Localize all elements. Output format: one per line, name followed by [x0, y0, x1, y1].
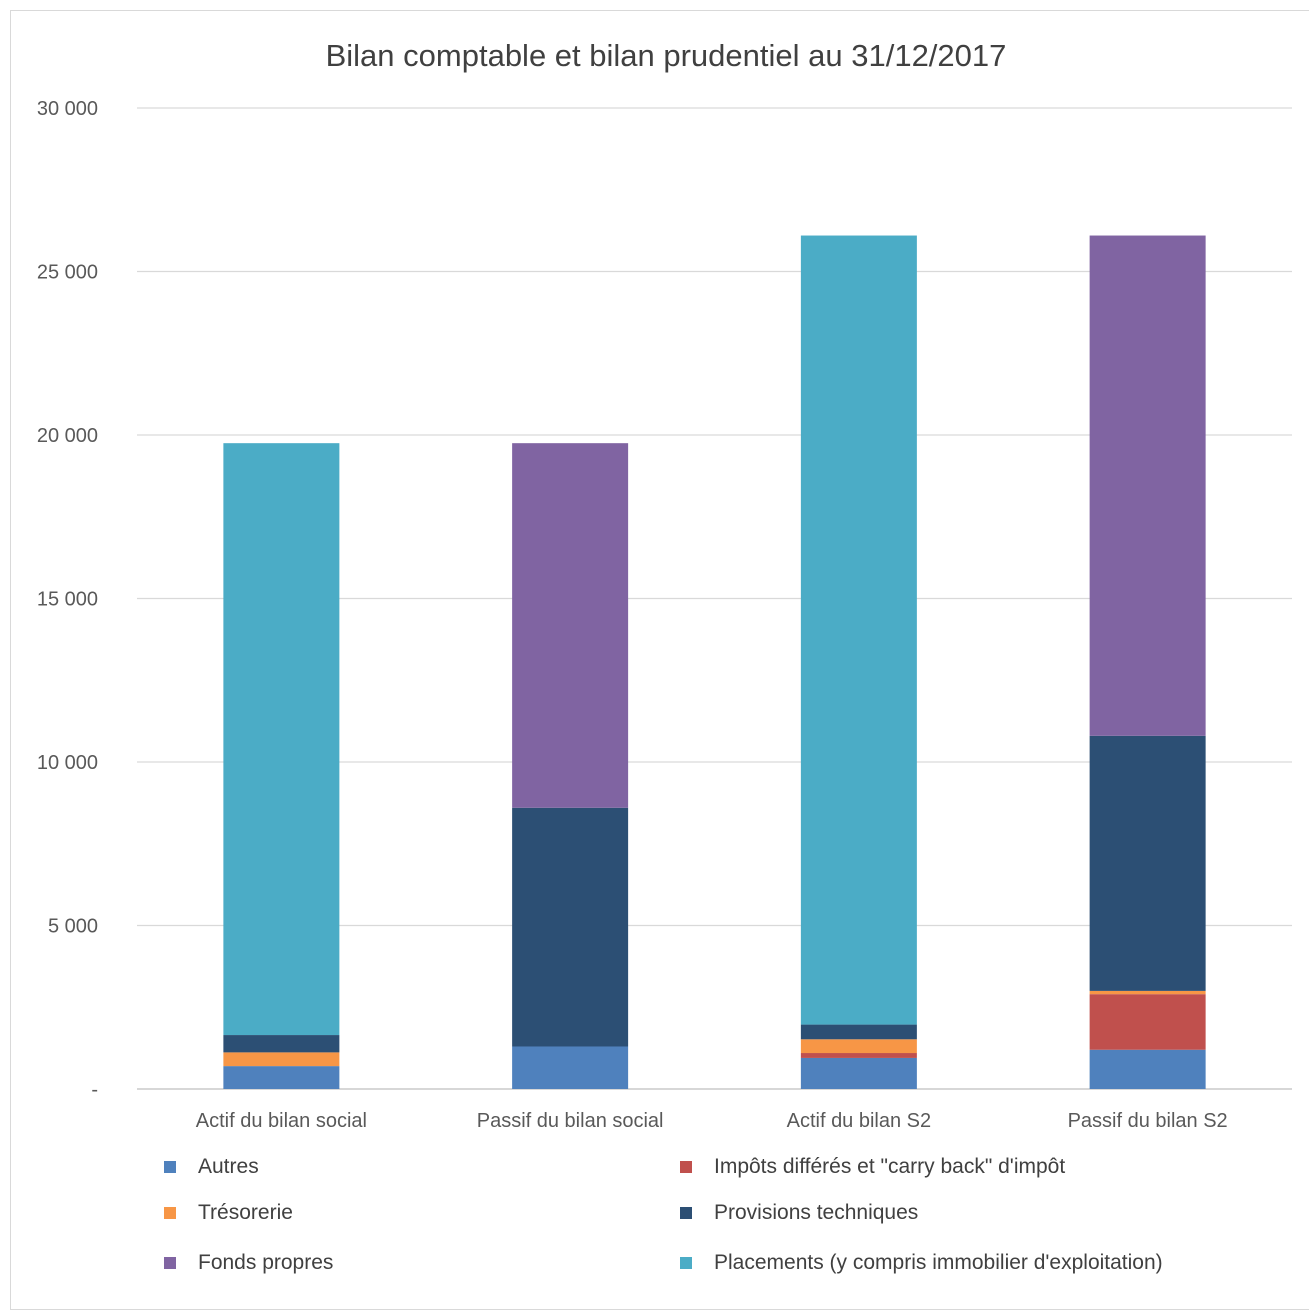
- bar-segment: [512, 807, 629, 1047]
- legend-item: Placements (y compris immobilier d'explo…: [680, 1248, 1163, 1278]
- legend-swatch: [164, 1257, 176, 1269]
- legend-label: Impôts différés et "carry back" d'impôt: [714, 1155, 1066, 1178]
- x-tick-label: Passif du bilan S2: [1068, 1110, 1228, 1132]
- chart-canvas: Bilan comptable et bilan prudentiel au 3…: [37, 38, 1292, 1132]
- x-tick-label: Actif du bilan social: [196, 1110, 367, 1132]
- bar-segment: [512, 1046, 629, 1089]
- y-tick-label: -: [91, 1079, 98, 1101]
- y-tick-label: 20 000: [37, 425, 98, 447]
- bar-segment: [800, 1057, 917, 1089]
- legend-swatch: [680, 1161, 692, 1173]
- chart-title: Bilan comptable et bilan prudentiel au 3…: [326, 38, 1007, 73]
- bar-segment: [223, 1035, 340, 1053]
- bar-segment: [1089, 235, 1206, 736]
- bar-segment: [223, 1066, 340, 1089]
- y-tick-label: 15 000: [37, 589, 98, 611]
- y-tick-label: 30 000: [37, 98, 98, 120]
- legend-swatch: [680, 1257, 692, 1269]
- bar-segment: [512, 443, 629, 808]
- x-tick-label: Passif du bilan social: [477, 1110, 664, 1132]
- bar-segment: [800, 235, 917, 1025]
- legend-label: Trésorerie: [198, 1201, 293, 1224]
- legend-item: Trésorerie: [164, 1198, 293, 1228]
- legend-item: Fonds propres: [164, 1248, 333, 1278]
- bar-segment: [223, 443, 340, 1036]
- y-axis-tick-labels: - 5 000 10 000 15 000 20 000 25 000 30 000: [37, 98, 98, 1101]
- bars: [223, 235, 1206, 1089]
- bar-segment: [800, 1024, 917, 1040]
- legend-label: Placements (y compris immobilier d'explo…: [714, 1251, 1163, 1274]
- legend-swatch: [164, 1207, 176, 1219]
- legend-label: Provisions techniques: [714, 1201, 919, 1224]
- x-tick-label: Actif du bilan S2: [787, 1110, 932, 1132]
- bar-segment: [800, 1053, 917, 1058]
- legend-label: Autres: [198, 1155, 259, 1178]
- x-axis-tick-labels: Actif du bilan social Passif du bilan soc…: [196, 1110, 1228, 1132]
- legend-item: Impôts différés et "carry back" d'impôt: [680, 1152, 1065, 1182]
- legend-swatch: [164, 1161, 176, 1173]
- bar-segment: [1089, 735, 1206, 991]
- bar-segment: [1089, 994, 1206, 1050]
- legend-item: Provisions techniques: [680, 1198, 918, 1228]
- y-tick-label: 25 000: [37, 262, 98, 284]
- y-tick-label: 10 000: [37, 752, 98, 774]
- bar-segment: [800, 1039, 917, 1054]
- bar-segment: [1089, 1049, 1206, 1089]
- legend-swatch: [680, 1207, 692, 1219]
- legend-label: Fonds propres: [198, 1251, 334, 1274]
- bar-segment: [223, 1052, 340, 1067]
- y-tick-label: 5 000: [48, 916, 98, 938]
- bar-segment: [1089, 990, 1206, 995]
- legend-item: Autres: [164, 1152, 259, 1182]
